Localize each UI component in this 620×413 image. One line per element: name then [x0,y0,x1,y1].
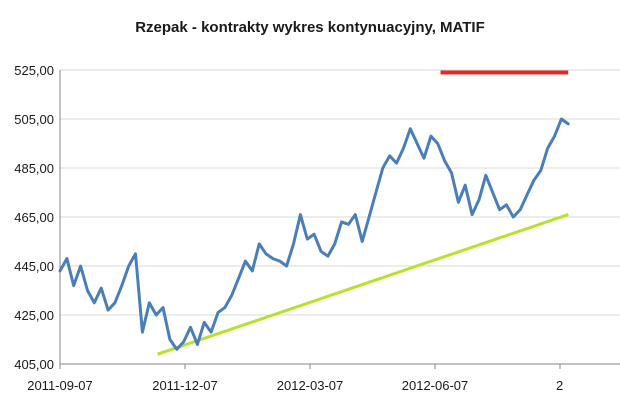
y-tick-label: 405,00 [14,357,54,372]
trend-lines [157,70,569,356]
y-tick-label: 425,00 [14,308,54,323]
chart-title: Rzepak - kontrakty wykres kontynuacyjny,… [135,19,485,36]
y-tick-label: 505,00 [14,112,54,127]
x-tick-label: 2011-09-07 [27,378,93,393]
x-tick-label: 2011-12-07 [152,378,218,393]
y-axis: 405,00 425,00 445,00 465,00 485,00 505,00 525,… [14,63,620,372]
grid-lines [60,69,620,316]
x-tick-label: 2012-06-07 [402,378,469,393]
support-trend-line [157,213,569,356]
y-tick-label: 465,00 [14,210,54,225]
x-tick-label: 2012-03-07 [277,378,344,393]
y-tick-label: 445,00 [14,259,54,274]
y-tick-label: 525,00 [14,63,54,78]
x-axis: 2011-09-07 2011-12-07 2012-03-07 2012-06-07… [27,364,563,393]
series-line [58,117,570,351]
y-tick-label: 485,00 [14,161,54,176]
series-layer [58,117,570,351]
x-tick-label: 2 [556,378,563,393]
